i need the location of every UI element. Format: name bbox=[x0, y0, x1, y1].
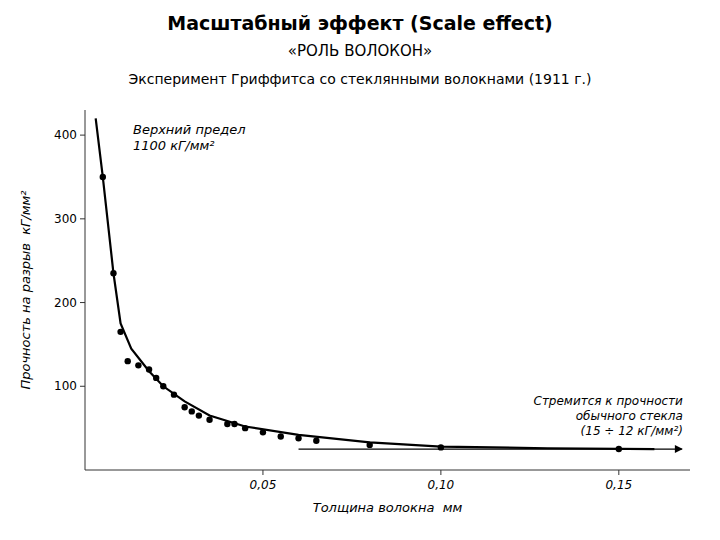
asymptote-arrow bbox=[675, 445, 683, 453]
point bbox=[206, 417, 212, 423]
subtitle: «РОЛЬ ВОЛОКОН» bbox=[288, 42, 432, 60]
x-tick bbox=[262, 470, 263, 475]
point bbox=[125, 358, 131, 364]
point bbox=[181, 404, 187, 410]
y-tick-label: 300 bbox=[54, 212, 77, 226]
point bbox=[367, 442, 373, 448]
chart: Масштабный эффект (Scale effect) «РОЛЬ ВО… bbox=[0, 0, 720, 540]
point bbox=[231, 421, 237, 427]
x-tick-label: 0,10 bbox=[428, 478, 455, 492]
y-axis bbox=[85, 110, 86, 470]
point bbox=[171, 391, 177, 397]
x-tick-label: 0,15 bbox=[605, 478, 632, 492]
point bbox=[224, 421, 230, 427]
point bbox=[100, 174, 106, 180]
caption: Эксперимент Гриффитса со стеклянными вол… bbox=[129, 71, 592, 87]
point bbox=[189, 408, 195, 414]
asymptote-label: Стремится к прочностиобычного стекла(15 … bbox=[534, 394, 684, 438]
x-tick-label: 0,05 bbox=[250, 478, 277, 492]
point bbox=[295, 435, 301, 441]
point bbox=[117, 329, 123, 335]
y-axis-label: Прочность на разрыв кГ/мм² bbox=[18, 190, 33, 389]
x-axis bbox=[85, 470, 690, 471]
title: Масштабный эффект (Scale effect) bbox=[167, 12, 553, 34]
point bbox=[196, 412, 202, 418]
point bbox=[153, 375, 159, 381]
y-tick-label: 200 bbox=[54, 296, 77, 310]
x-tick bbox=[440, 470, 441, 475]
point bbox=[278, 433, 284, 439]
annotation: Верхний предел1100 кГ/мм² bbox=[133, 122, 245, 153]
y-tick bbox=[80, 302, 85, 303]
x-axis-label: Толщина волокна мм bbox=[313, 500, 463, 515]
y-tick-label: 100 bbox=[54, 379, 77, 393]
y-tick bbox=[80, 135, 85, 136]
point bbox=[110, 270, 116, 276]
y-tick bbox=[80, 386, 85, 387]
y-tick-label: 400 bbox=[54, 128, 77, 142]
point bbox=[242, 425, 248, 431]
point bbox=[135, 362, 141, 368]
x-tick bbox=[618, 470, 619, 475]
point bbox=[146, 366, 152, 372]
asymptote bbox=[299, 448, 682, 449]
point bbox=[260, 429, 266, 435]
point bbox=[313, 437, 319, 443]
point bbox=[160, 383, 166, 389]
y-tick bbox=[80, 218, 85, 219]
